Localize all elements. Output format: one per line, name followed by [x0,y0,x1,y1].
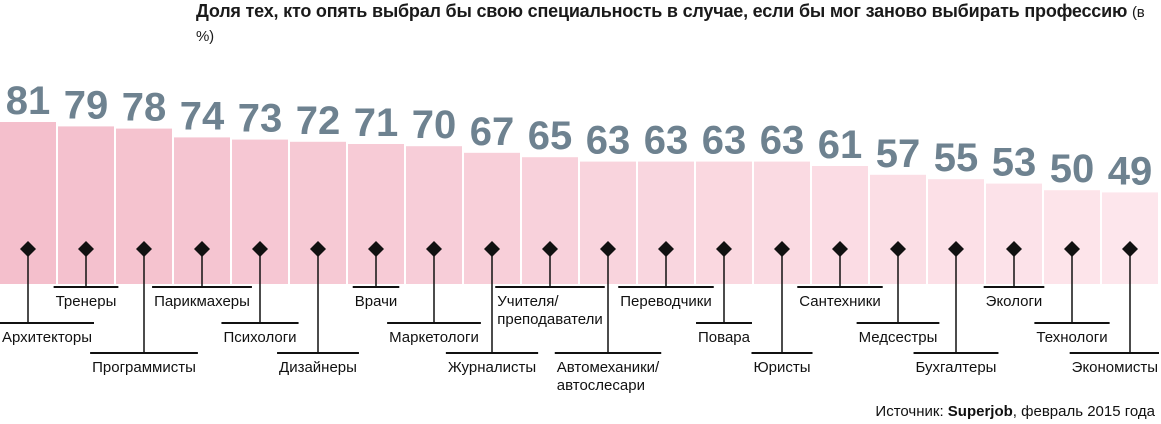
marker-15 [890,241,906,257]
marker-2 [136,241,152,257]
marker-7 [426,241,442,257]
category-label-4: Психологи [223,329,296,346]
category-label-18: Технологи [1036,329,1107,346]
value-label-15: 57 [876,132,921,176]
category-label-1: Тренеры [56,293,117,310]
value-label-8: 67 [470,110,515,154]
value-label-0: 81 [6,79,51,123]
category-label-13: Юристы [753,359,810,376]
category-label-3: Парикмахеры [154,293,250,310]
category-label-5: Дизайнеры [279,359,357,376]
value-label-13: 63 [760,119,805,163]
value-label-10: 63 [586,119,631,163]
category-label-16: Бухгалтеры [916,359,997,376]
category-label-2: Программисты [92,359,196,376]
marker-5 [310,241,326,257]
value-label-9: 65 [528,114,573,158]
value-label-17: 53 [992,141,1037,185]
marker-9 [542,241,558,257]
marker-12 [716,241,732,257]
category-label-19: Экономисты [1072,359,1158,376]
chart-title-unit: (в %) [196,4,1145,45]
category-label-11: Переводчики [620,293,712,310]
value-label-16: 55 [934,136,979,180]
marker-4 [252,241,268,257]
category-label-9: Учителя/преподаватели [497,293,603,328]
source-note: Источник: Superjob, февраль 2015 года [875,403,1155,420]
category-label-12: Повара [698,329,751,346]
value-label-18: 50 [1050,147,1095,191]
category-label-6: Врачи [355,293,398,310]
value-label-6: 71 [354,101,399,145]
category-label-0: Архитекторы [2,329,92,346]
marker-8 [484,241,500,257]
marker-6 [368,241,384,257]
marker-14 [832,241,848,257]
chart-title: Доля тех, кто опять выбрал бы свою специ… [196,0,1146,48]
value-label-4: 73 [238,97,283,141]
category-label-10: Автомеханики/автослесари [557,359,660,394]
value-label-5: 72 [296,99,341,143]
source-suffix: , февраль 2015 года [1012,403,1155,420]
value-label-14: 61 [818,123,863,167]
value-label-7: 70 [412,103,457,147]
marker-3 [194,241,210,257]
value-label-2: 78 [122,86,167,130]
marker-18 [1064,241,1080,257]
marker-19 [1122,241,1138,257]
value-label-12: 63 [702,119,747,163]
category-label-8: Журналисты [448,359,536,376]
marker-17 [1006,241,1022,257]
value-label-3: 74 [180,94,225,138]
chart-title-text: Доля тех, кто опять выбрал бы свою специ… [196,1,1128,21]
marker-16 [948,241,964,257]
marker-13 [774,241,790,257]
marker-10 [600,241,616,257]
category-label-15: Медсестры [859,329,938,346]
value-label-11: 63 [644,119,689,163]
value-label-1: 79 [64,83,109,127]
source-name: Superjob [947,403,1013,420]
category-label-17: Экологи [986,293,1043,310]
source-prefix: Источник: [875,403,948,420]
marker-0 [20,241,36,257]
marker-11 [658,241,674,257]
value-label-19: 49 [1108,149,1153,193]
category-label-7: Маркетологи [389,329,479,346]
marker-1 [78,241,94,257]
category-label-14: Сантехники [799,293,880,310]
